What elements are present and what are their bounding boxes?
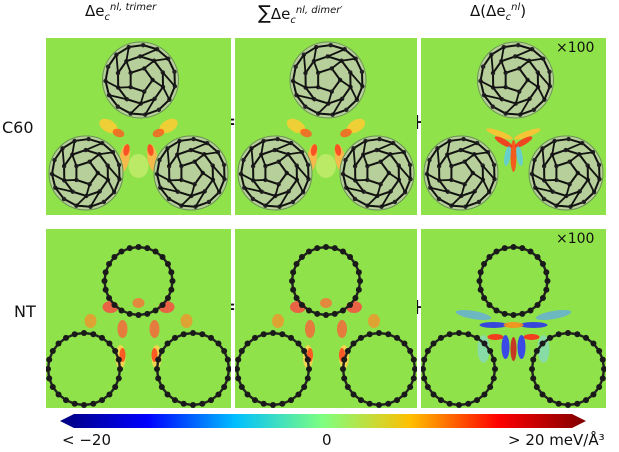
panel-nt-dimer-sum [235,229,417,408]
panel-nt-difference [421,229,606,408]
column-title-difference: Δ(Δecnl) [470,2,527,23]
nanotube-ring [289,244,363,318]
column-title-dimer-sum: ∑Δecnl, dimer′ [258,2,343,26]
row-label-nt: NT [14,302,36,321]
row-label-c60: C60 [2,118,34,137]
scale-factor-c60: ×100 [556,40,595,56]
panel-nt-trimer [46,229,231,408]
colorbar-gradient [60,414,586,428]
nanotube-ring [529,330,606,408]
molecule-ball [237,135,313,211]
panel-c60-dimer-sum [235,38,417,215]
colorbar-max-label: > 20 meV/Å³ [508,431,605,449]
nanotube-ring [154,330,231,408]
molecule-ball [289,41,367,119]
colorbar-mid-label: 0 [322,431,332,449]
panel-c60-difference [421,38,606,215]
molecule-ball [477,41,554,119]
molecule-ball [423,135,499,211]
panel-c60-trimer [46,38,231,215]
molecule-ball [153,135,229,211]
molecule-ball [48,135,124,211]
molecule-ball [528,135,604,211]
scale-factor-nt: ×100 [556,231,595,247]
nanotube-ring [46,330,123,408]
nanotube-ring [235,330,312,408]
molecule-ball [102,41,179,119]
nanotube-ring [476,244,551,318]
colorbar-min-label: < −20 [62,431,111,449]
nanotube-ring [421,330,498,408]
molecule-ball [339,135,415,211]
nanotube-ring [340,330,417,408]
nanotube-ring [101,244,176,318]
column-title-trimer: Δecnl, trimer [85,2,157,23]
